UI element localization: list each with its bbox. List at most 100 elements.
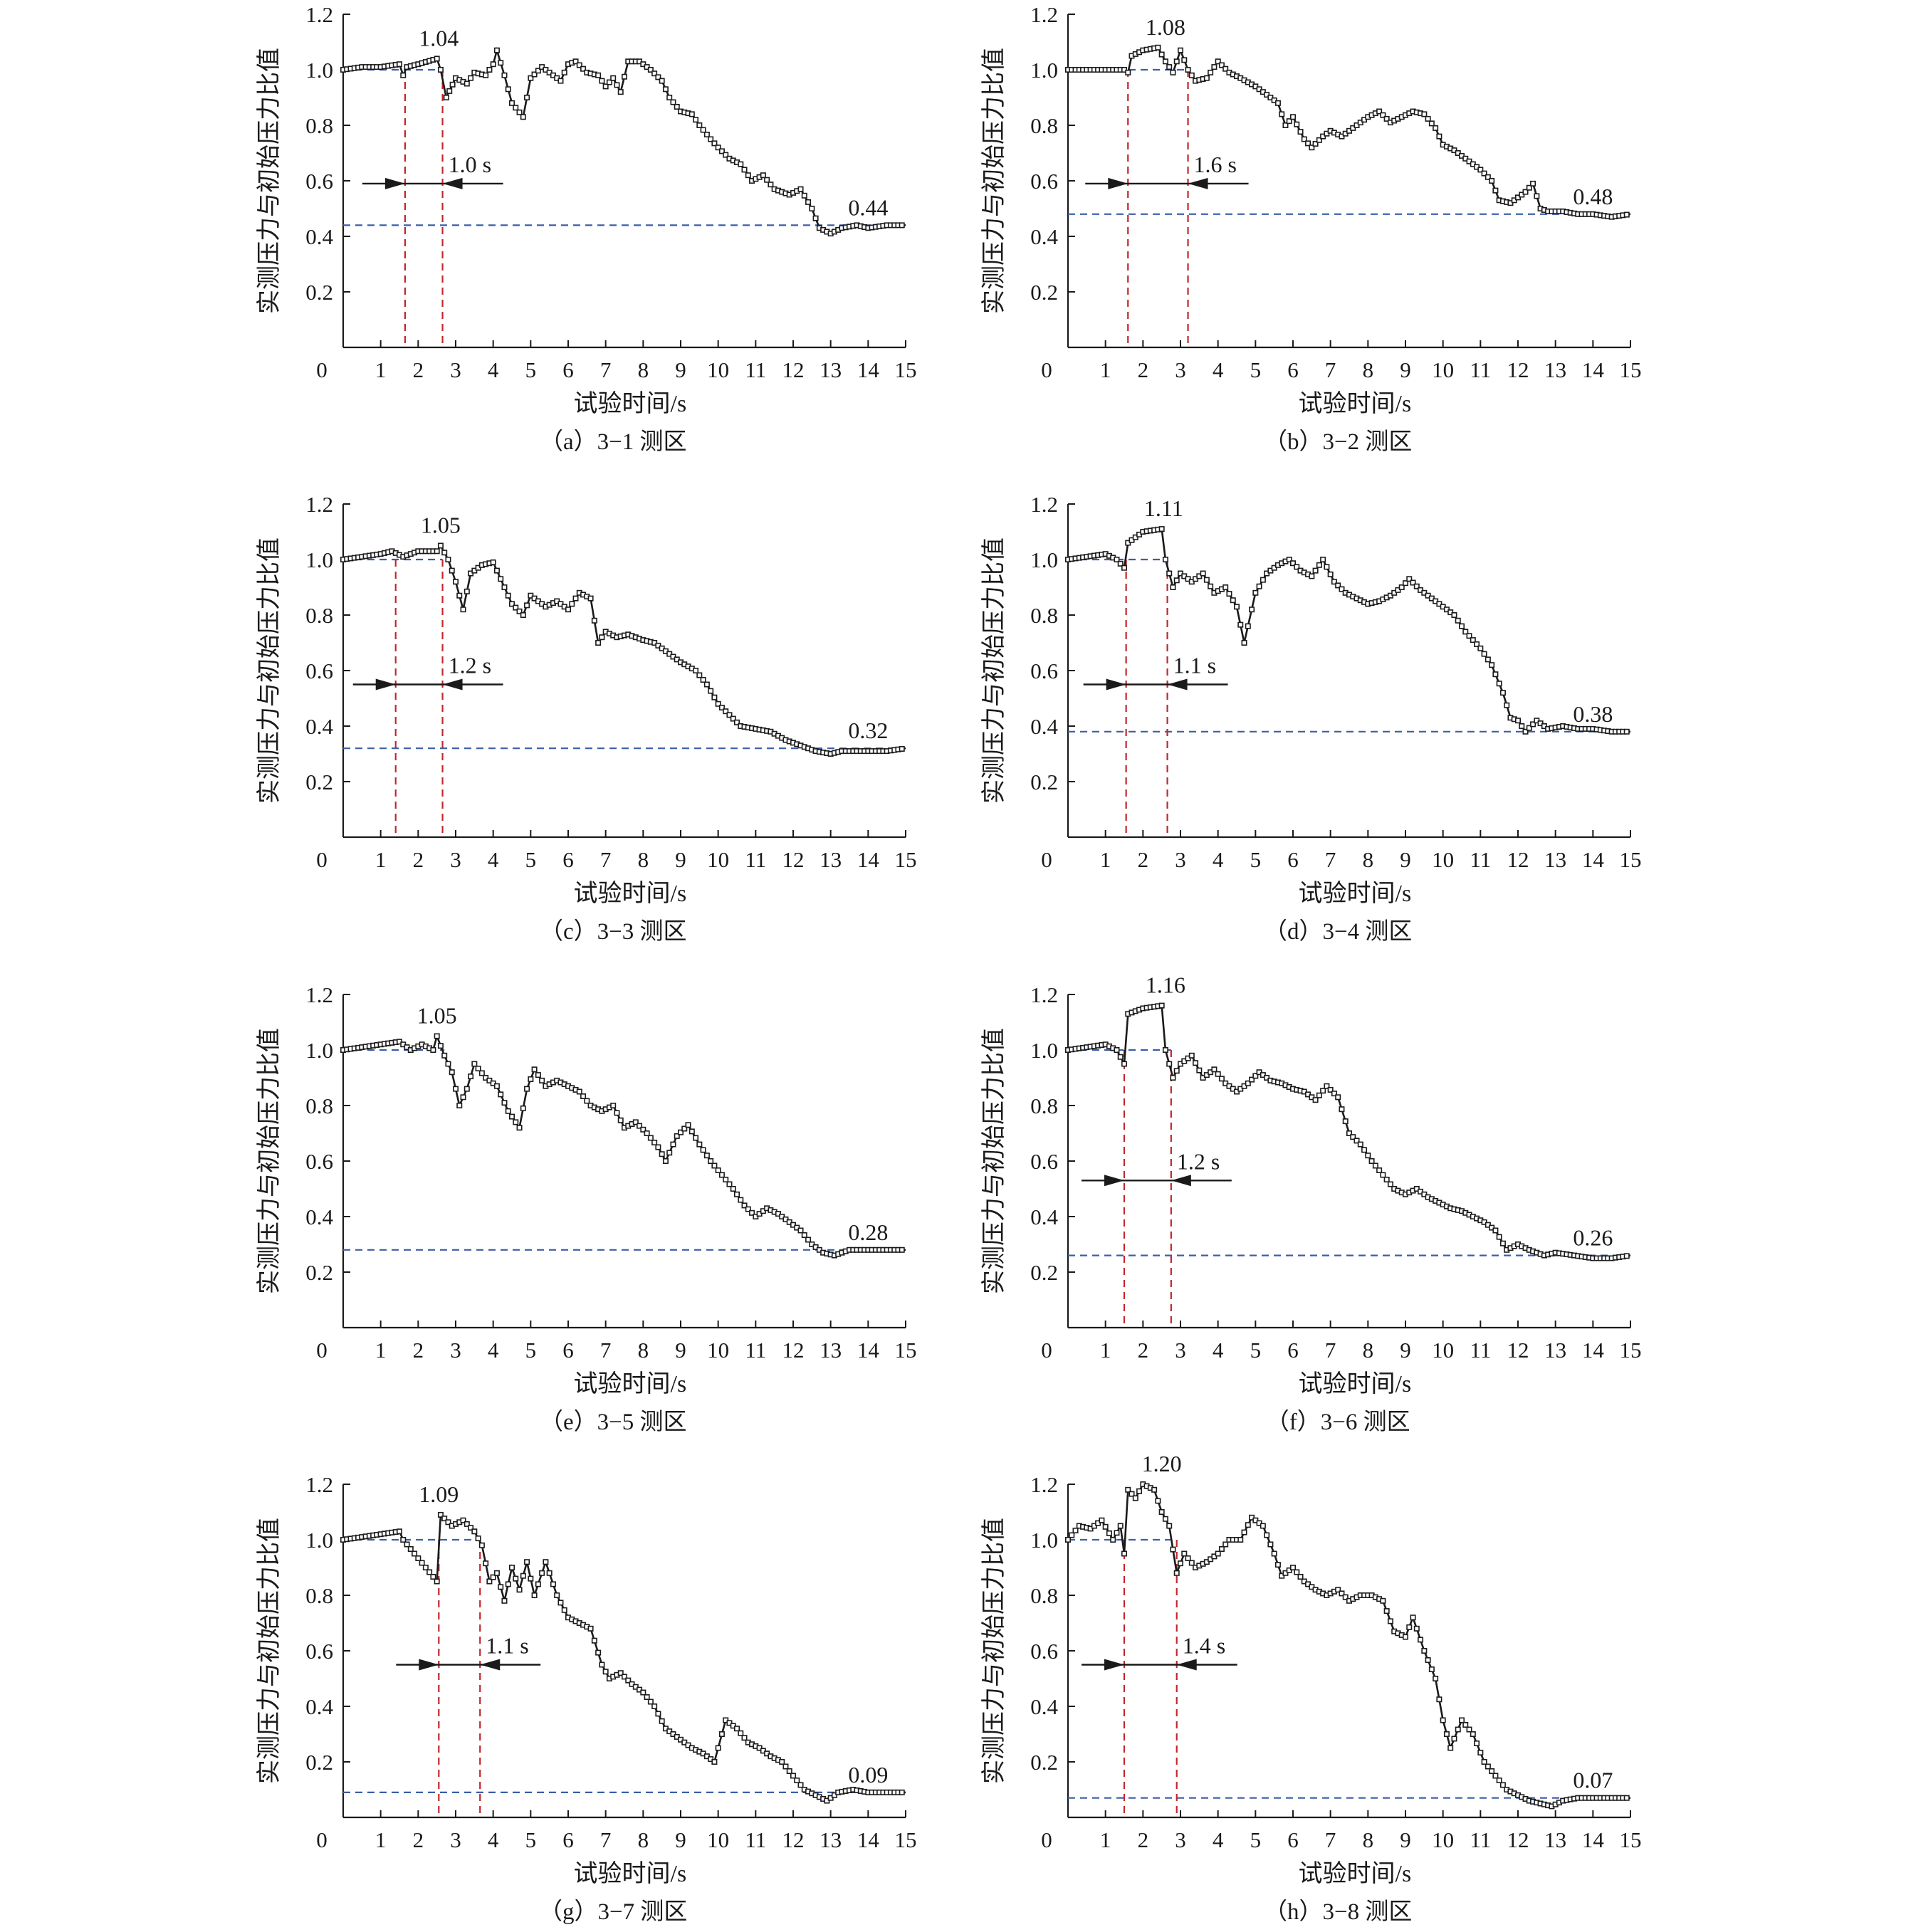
peak-value-label: 1.04: [419, 25, 459, 51]
data-marker: [1305, 140, 1311, 147]
data-marker: [734, 1191, 740, 1197]
arrow-head-left: [1171, 1175, 1191, 1187]
data-marker: [1376, 1167, 1383, 1174]
data-marker: [1230, 597, 1236, 604]
data-marker: [1462, 1722, 1469, 1728]
data-marker: [1339, 1106, 1345, 1113]
data-marker: [531, 1592, 538, 1599]
x-tick-label: 6: [1287, 847, 1299, 872]
data-marker: [1418, 1637, 1424, 1643]
x-tick-label: 6: [562, 357, 574, 382]
data-marker: [700, 676, 706, 683]
data-marker: [1443, 1731, 1450, 1738]
data-marker: [445, 1061, 451, 1067]
y-tick-label: 1.2: [1030, 2, 1058, 27]
data-marker: [1327, 571, 1334, 577]
data-marker: [899, 1246, 905, 1253]
data-marker: [587, 1625, 594, 1632]
x-tick-label: 6: [1287, 1338, 1299, 1363]
data-marker: [1218, 62, 1225, 68]
data-marker: [1132, 1495, 1138, 1501]
data-marker: [1623, 211, 1630, 218]
data-marker: [711, 694, 718, 700]
data-marker: [790, 1773, 797, 1779]
data-marker: [1099, 1517, 1105, 1523]
data-marker: [1492, 1227, 1499, 1234]
data-marker: [711, 140, 718, 147]
data-marker: [1162, 1516, 1168, 1522]
data-marker: [1151, 1486, 1158, 1493]
data-marker: [1413, 583, 1420, 589]
data-marker: [1297, 129, 1304, 135]
data-marker: [779, 1759, 785, 1765]
data-marker: [1215, 1071, 1221, 1077]
data-marker: [1178, 1560, 1184, 1567]
y-tick-label: 0.2: [305, 1750, 333, 1775]
data-marker: [1324, 564, 1330, 570]
data-marker: [637, 1123, 643, 1129]
y-tick-label: 1.0: [305, 547, 333, 572]
peak-value-label: 1.09: [419, 1481, 459, 1507]
data-marker: [1522, 189, 1529, 195]
data-marker: [1316, 1092, 1322, 1098]
x-tick-label: 15: [1620, 1827, 1642, 1852]
data-marker: [659, 1151, 665, 1157]
x-tick-label: 9: [1400, 847, 1411, 872]
data-marker: [452, 1086, 459, 1092]
x-axis-label: 试验时间/s: [574, 1860, 687, 1887]
data-marker: [1350, 1134, 1356, 1140]
data-marker: [1433, 125, 1439, 131]
data-marker: [666, 1150, 673, 1156]
x-tick-label: 9: [675, 1827, 686, 1852]
y-tick-label: 0.8: [1030, 1583, 1058, 1608]
x-tick-label: 15: [895, 1827, 917, 1852]
y-axis-label: 实测压力与初始压力比值: [256, 1028, 283, 1294]
data-marker: [1428, 120, 1435, 127]
x-tick-label: 13: [820, 1338, 842, 1363]
x-tick-label: 11: [745, 357, 766, 382]
data-marker: [1290, 1565, 1297, 1571]
y-tick-label: 0.2: [305, 280, 333, 305]
y-tick-label: 1.2: [305, 1472, 333, 1497]
data-marker: [801, 1232, 807, 1239]
x-tick-label: 5: [525, 1827, 537, 1852]
data-marker: [1470, 637, 1476, 644]
x-axis-label: 试验时间/s: [574, 390, 687, 417]
arrow-head-left: [1176, 1659, 1197, 1671]
data-marker: [696, 672, 703, 678]
data-marker: [456, 1103, 463, 1109]
data-marker: [647, 1699, 654, 1705]
data-marker: [1125, 1486, 1131, 1493]
data-marker: [486, 1578, 493, 1585]
data-marker: [1166, 1523, 1173, 1529]
x-tick-label: 4: [488, 847, 499, 872]
data-marker: [614, 1110, 620, 1116]
data-marker: [535, 1581, 541, 1587]
data-marker: [508, 601, 515, 607]
data-marker: [1331, 1091, 1337, 1097]
data-marker: [718, 1172, 725, 1178]
data-marker: [524, 1559, 530, 1565]
data-marker: [1114, 1047, 1120, 1054]
data-marker: [1241, 639, 1247, 646]
data-marker: [1158, 1002, 1165, 1009]
x-tick-label: 3: [450, 847, 461, 872]
data-marker: [782, 1763, 789, 1770]
data-marker: [415, 1555, 421, 1562]
data-marker: [610, 75, 617, 81]
x-tick-label: 0: [1041, 1338, 1052, 1363]
data-marker: [1069, 1532, 1075, 1538]
x-tick-label: 13: [1544, 1338, 1566, 1363]
data-marker: [1102, 1523, 1109, 1530]
panel-caption: （f）3−6 测区: [1266, 1409, 1410, 1435]
data-marker: [1181, 57, 1188, 63]
x-tick-label: 12: [782, 1827, 805, 1852]
final-value-label: 0.28: [848, 1219, 888, 1245]
data-marker: [404, 1541, 410, 1548]
x-tick-label: 2: [413, 357, 424, 382]
x-axis-label: 试验时间/s: [1299, 390, 1412, 417]
data-marker: [513, 1575, 519, 1582]
x-tick-label: 4: [1213, 1827, 1224, 1852]
data-marker: [1282, 122, 1289, 129]
